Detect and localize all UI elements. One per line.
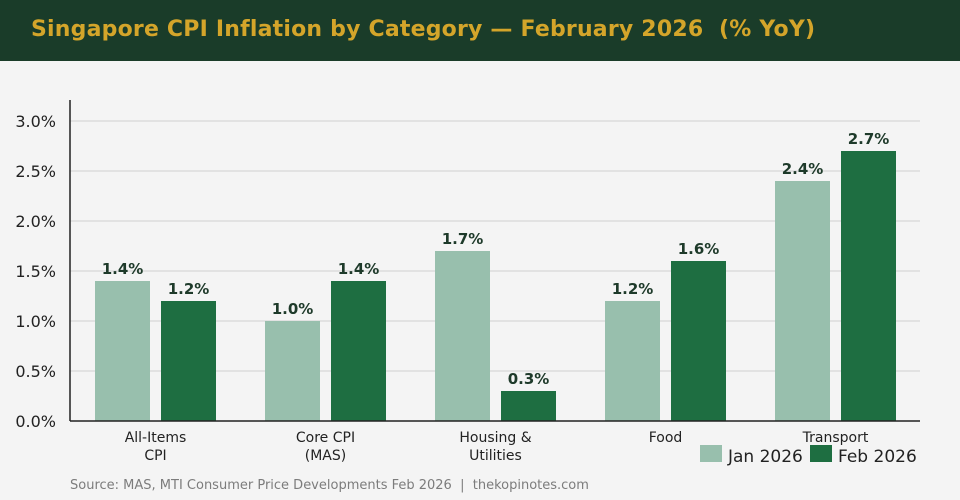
bar-jan-2026: [605, 301, 660, 421]
bar-jan-2026: [435, 251, 490, 421]
legend-label: Feb 2026: [838, 447, 917, 467]
x-tick-label: Transport: [802, 430, 869, 446]
x-tick-label: All-Items: [125, 430, 187, 446]
y-tick-label: 0.5%: [15, 362, 56, 381]
bar-feb-2026: [161, 301, 216, 421]
y-tick-label: 3.0%: [15, 112, 56, 131]
bar-value-label: 1.6%: [678, 240, 720, 258]
y-tick-label: 0.0%: [15, 412, 56, 431]
bar-value-label: 1.2%: [168, 280, 210, 298]
x-tick-label: Housing &: [459, 430, 531, 446]
bar-value-label: 1.7%: [442, 230, 484, 248]
bar-value-label: 2.4%: [782, 160, 824, 178]
bar-feb-2026: [671, 261, 726, 421]
legend-swatch: [810, 445, 832, 462]
x-tick-label: Utilities: [469, 448, 522, 464]
x-tick-label: Food: [649, 430, 683, 446]
bar-value-label: 2.7%: [848, 130, 890, 148]
bar-value-label: 1.4%: [102, 260, 144, 278]
x-tick-label: (MAS): [305, 448, 346, 464]
x-tick-label: CPI: [144, 448, 166, 464]
bar-value-label: 1.4%: [338, 260, 380, 278]
bar-feb-2026: [841, 151, 896, 421]
chart-title: Singapore CPI Inflation by Category — Fe…: [31, 17, 816, 42]
y-tick-label: 1.5%: [15, 262, 56, 281]
legend-label: Jan 2026: [727, 447, 803, 467]
bar-jan-2026: [265, 321, 320, 421]
source-note: Source: MAS, MTI Consumer Price Developm…: [70, 478, 589, 493]
y-tick-label: 2.5%: [15, 162, 56, 181]
bar-jan-2026: [775, 181, 830, 421]
x-tick-label: Core CPI: [296, 430, 355, 446]
bar-feb-2026: [501, 391, 556, 421]
y-tick-label: 2.0%: [15, 212, 56, 231]
bar-jan-2026: [95, 281, 150, 421]
bar-value-label: 1.2%: [612, 280, 654, 298]
bar-value-label: 0.3%: [508, 370, 550, 388]
legend-swatch: [700, 445, 722, 462]
bar-feb-2026: [331, 281, 386, 421]
bar-value-label: 1.0%: [272, 300, 314, 318]
header-bar: Singapore CPI Inflation by Category — Fe…: [0, 0, 960, 61]
y-tick-label: 1.0%: [15, 312, 56, 331]
